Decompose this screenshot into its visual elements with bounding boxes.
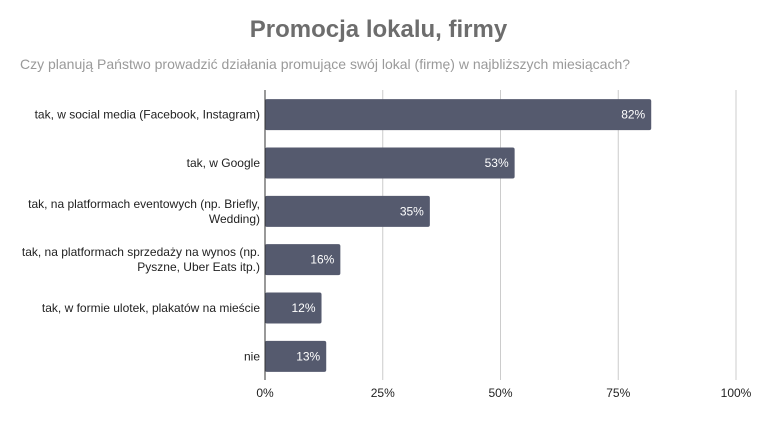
- data-label: 82%: [621, 108, 645, 122]
- category-label: tak, na platformach eventowych (np. Brie…: [28, 197, 260, 226]
- bar: [265, 340, 327, 372]
- category-label-line: tak, na platformach sprzedaży na wynos (…: [22, 245, 260, 259]
- category-label: tak, w formie ulotek, plakatów na mieści…: [42, 301, 260, 315]
- category-label: nie: [244, 349, 260, 363]
- data-label: 13%: [296, 349, 320, 363]
- category-label-line: tak, w formie ulotek, plakatów na mieści…: [42, 301, 260, 315]
- data-label: 53%: [485, 156, 509, 170]
- bar: [265, 292, 322, 324]
- x-tick-label: 25%: [371, 386, 395, 400]
- category-label-line: nie: [244, 349, 260, 363]
- category-label: tak, w Google: [187, 156, 261, 170]
- data-label: 12%: [291, 301, 315, 315]
- category-label-line: Pyszne, Uber Eats itp.): [137, 260, 260, 274]
- category-label-line: Wedding): [209, 212, 260, 226]
- category-label: tak, na platformach sprzedaży na wynos (…: [22, 245, 260, 274]
- bar: [265, 244, 341, 276]
- data-label: 35%: [400, 204, 424, 218]
- chart-subtitle: Czy planują Państwo prowadzić działania …: [20, 56, 631, 72]
- x-tick-label: 100%: [721, 386, 752, 400]
- bar: [265, 147, 515, 179]
- data-label: 16%: [310, 253, 334, 267]
- x-tick-label: 0%: [256, 386, 274, 400]
- category-label-line: tak, na platformach eventowych (np. Brie…: [28, 197, 260, 211]
- chart-title: Promocja lokalu, firmy: [249, 16, 508, 43]
- x-tick-label: 50%: [488, 386, 512, 400]
- x-tick-label: 75%: [606, 386, 630, 400]
- bar: [265, 195, 430, 227]
- category-label: tak, w social media (Facebook, Instagram…: [35, 108, 260, 122]
- category-label-line: tak, w social media (Facebook, Instagram…: [35, 108, 260, 122]
- category-label-line: tak, w Google: [187, 156, 261, 170]
- bar: [265, 99, 652, 131]
